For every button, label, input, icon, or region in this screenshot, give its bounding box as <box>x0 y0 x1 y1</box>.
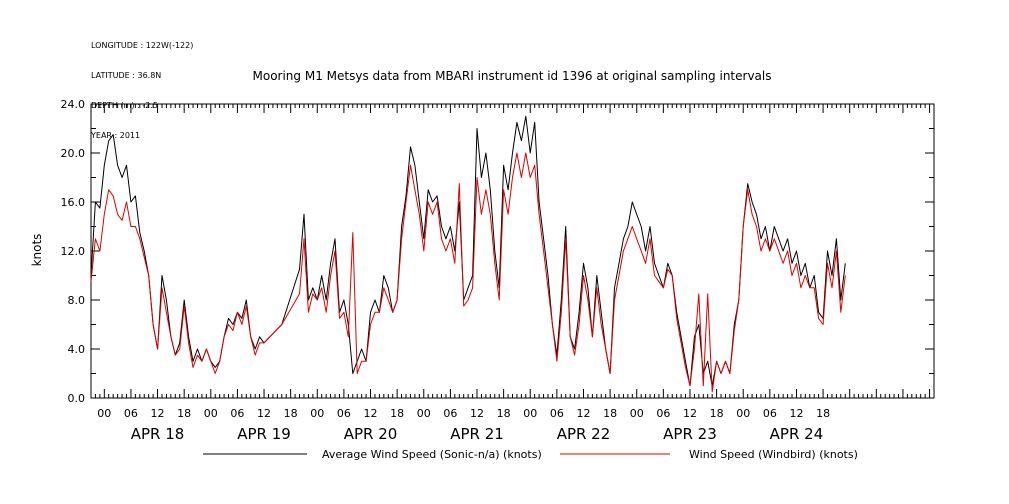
series-layer <box>90 115 846 393</box>
x-hour-tick-label: 00 <box>523 407 537 420</box>
y-tick-label: 20.0 <box>61 147 86 160</box>
x-hour-tick-label: 18 <box>603 407 617 420</box>
x-day-label: APR 23 <box>663 425 717 443</box>
legend-label-windbird: Wind Speed (Windbird) (knots) <box>689 448 858 461</box>
plot-frame <box>90 103 935 399</box>
meta-year: YEAR : 2011 <box>91 131 141 140</box>
x-hour-tick-label: 12 <box>576 407 590 420</box>
x-hour-tick-label: 12 <box>364 407 378 420</box>
x-day-label: APR 18 <box>131 425 185 443</box>
series-line-windbird <box>90 152 846 393</box>
y-tick-label: 16.0 <box>61 196 86 209</box>
x-hour-tick-label: 06 <box>656 407 670 420</box>
x-hour-tick-label: 06 <box>124 407 138 420</box>
x-hour-tick-label: 18 <box>497 407 511 420</box>
y-tick-label: 0.0 <box>68 392 86 405</box>
x-hour-tick-label: 00 <box>204 407 218 420</box>
legend-label-sonic: Average Wind Speed (Sonic-n/a) (knots) <box>322 448 542 461</box>
chart-title: Mooring M1 Metsys data from MBARI instru… <box>253 69 772 83</box>
x-hour-tick-label: 12 <box>257 407 271 420</box>
x-hour-tick-label: 06 <box>230 407 244 420</box>
x-hour-tick-label: 06 <box>443 407 457 420</box>
series-line-sonic <box>90 115 846 387</box>
x-hour-tick-label: 18 <box>284 407 298 420</box>
meta-latitude: LATITUDE : 36.8N <box>91 71 162 80</box>
y-tick-label: 8.0 <box>68 294 86 307</box>
x-hour-tick-label: 06 <box>763 407 777 420</box>
x-day-label: APR 20 <box>344 425 398 443</box>
meta-longitude: LONGITUDE : 122W(-122) <box>91 41 194 50</box>
x-hour-tick-label: 18 <box>390 407 404 420</box>
x-hour-tick-label: 00 <box>417 407 431 420</box>
y-tick-label: 24.0 <box>61 98 86 111</box>
x-hour-tick-label: 06 <box>550 407 564 420</box>
plot-axes: 00 06 12 18 00 06 12 18 00 06 12 18 00 06 12 18 00 06 12 18… <box>61 98 935 443</box>
x-hour-tick-label: 00 <box>736 407 750 420</box>
y-axis-label: knots <box>30 234 44 267</box>
x-hour-tick-label: 12 <box>470 407 484 420</box>
x-day-label: APR 24 <box>770 425 824 443</box>
x-hour-tick-label: 18 <box>816 407 830 420</box>
x-day-label: APR 21 <box>450 425 504 443</box>
x-day-label: APR 19 <box>237 425 291 443</box>
x-hour-tick-label: 00 <box>630 407 644 420</box>
y-tick-label: 4.0 <box>68 343 86 356</box>
x-hour-tick-label: 06 <box>337 407 351 420</box>
legend: Average Wind Speed (Sonic-n/a) (knots) W… <box>203 448 858 461</box>
y-tick-label: 12.0 <box>61 245 86 258</box>
x-hour-tick-label: 00 <box>310 407 324 420</box>
x-hour-tick-label: 12 <box>683 407 697 420</box>
x-hour-tick-label: 00 <box>97 407 111 420</box>
x-hour-tick-label: 12 <box>789 407 803 420</box>
x-hour-tick-label: 18 <box>177 407 191 420</box>
x-hour-tick-label: 12 <box>151 407 165 420</box>
x-hour-tick-label: 18 <box>710 407 724 420</box>
x-day-label: APR 22 <box>557 425 611 443</box>
